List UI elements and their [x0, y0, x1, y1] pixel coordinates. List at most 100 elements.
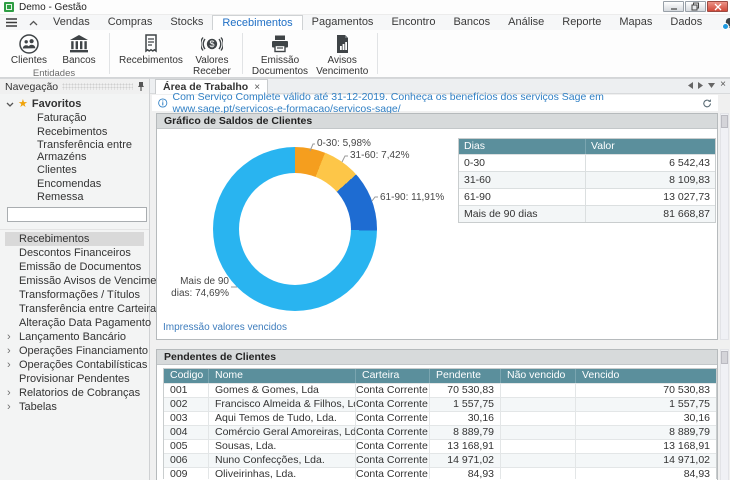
dias-table-header: Dias Valor: [459, 139, 715, 154]
tab-list-icon[interactable]: [708, 82, 716, 88]
menu-tab[interactable]: Análise: [508, 16, 545, 28]
pendentes-table: Codigo Nome Carteira Pendente Não vencid…: [163, 368, 717, 479]
favorite-item[interactable]: Remessa: [37, 191, 84, 203]
pin-icon[interactable]: [137, 81, 145, 92]
donut-chart: [213, 147, 377, 311]
sidebar-menu-item[interactable]: › Alteração Data Pagamento: [19, 317, 152, 329]
pendentes-panel-body: Codigo Nome Carteira Pendente Não vencid…: [157, 365, 717, 479]
valores-receber-button[interactable]: $ Valores Receber: [189, 32, 235, 78]
scroll-right-icon[interactable]: [698, 81, 704, 89]
col-carteira[interactable]: Carteira: [356, 369, 430, 383]
impressao-valores-vencidos-link[interactable]: Impressão valores vencidos: [163, 322, 287, 333]
menu-tab[interactable]: Bancos: [453, 16, 491, 28]
col-nome[interactable]: Nome: [209, 369, 356, 383]
expand-icon[interactable]: ›: [7, 345, 11, 357]
scroll-left-icon[interactable]: [688, 81, 694, 89]
pendentes-table-row[interactable]: 005 Sousas, Lda. Conta Corrente 13 168,9…: [164, 439, 716, 453]
expand-icon[interactable]: ›: [7, 359, 11, 371]
menu-tab[interactable]: Stocks: [170, 16, 204, 28]
chart-panel: Gráfico de Saldos de Clientes 0-30: 5,98…: [156, 113, 718, 340]
sidebar-title: Navegação: [5, 80, 59, 93]
work-area: Área de Trabalho × × Com Serviço Complet…: [150, 78, 730, 480]
close-tabs-icon[interactable]: ×: [720, 79, 726, 90]
sidebar-menu-item[interactable]: › Emissão Avisos de Vencimento: [19, 275, 172, 287]
restore-button[interactable]: [685, 1, 706, 12]
sidebar-menu-item[interactable]: › Provisionar Pendentes: [19, 373, 130, 385]
sidebar-menu-item[interactable]: › Lançamento Bancário: [7, 331, 127, 343]
bancos-button[interactable]: Bancos: [56, 32, 102, 67]
money-icon: $: [200, 37, 223, 51]
menu-tab[interactable]: Dados Pessoais: [670, 16, 715, 42]
sidebar-menu-item[interactable]: › Transformações / Títulos: [19, 289, 141, 301]
refresh-icon[interactable]: [702, 97, 712, 110]
pendentes-panel-title: Pendentes de Clientes: [157, 350, 717, 365]
dias-table-row: Mais de 90 dias 81 668,87: [459, 205, 715, 222]
scrollbar-thumb[interactable]: [721, 115, 728, 128]
search-input[interactable]: [7, 207, 147, 222]
ribbon-group-emissao: Emissão Documentos Avisos Vencimento Emi…: [244, 30, 376, 90]
collapse-ribbon-icon[interactable]: [23, 15, 44, 30]
hamburger-menu-icon[interactable]: [0, 15, 23, 30]
favorites-list: Faturação Recebimentos Transferência entre…: [0, 112, 149, 205]
expand-icon[interactable]: ›: [7, 387, 11, 399]
pendentes-panel-scrollbar[interactable]: [720, 349, 729, 480]
avisos-vencimento-button[interactable]: Avisos Vencimento: [314, 32, 370, 78]
close-button[interactable]: [707, 1, 728, 12]
col-codigo[interactable]: Codigo: [164, 369, 209, 383]
sidebar-menu-list: › Recebimentos › Descontos Financeiros ›…: [0, 229, 172, 414]
sidebar-menu-item[interactable]: › Descontos Financeiros: [19, 247, 131, 259]
sidebar-menu-item[interactable]: › Emissão de Documentos: [19, 261, 142, 273]
pendentes-table-row[interactable]: 006 Nuno Confecções, Lda. Conta Corrente…: [164, 453, 716, 467]
navigation-sidebar: Navegação ★ Favoritos Faturação Recebimen…: [0, 78, 172, 480]
col-pendente[interactable]: Pendente: [430, 369, 501, 383]
pendentes-panel: Pendentes de Clientes Codigo Nome Cartei…: [156, 349, 718, 480]
clientes-button[interactable]: Clientes: [6, 32, 52, 67]
menu-tab[interactable]: Reporte: [562, 16, 602, 28]
emissao-documentos-button[interactable]: Emissão Documentos: [250, 32, 310, 78]
ribbon: Clientes Bancos Entidades Recebimentos $…: [0, 30, 730, 90]
menu-tab[interactable]: Vendas: [53, 16, 90, 28]
menu-tab[interactable]: Recebimentos: [212, 15, 303, 30]
sidebar-menu-item[interactable]: › Recebimentos: [5, 232, 144, 246]
sidebar-menu-item[interactable]: › Operações Financiamento: [7, 345, 149, 357]
pendentes-table-row[interactable]: 009 Oliveirinhas, Lda. Conta Corrente 84…: [164, 467, 716, 479]
favorite-item[interactable]: Clientes: [37, 164, 77, 176]
pendentes-table-row[interactable]: 003 Aqui Temos de Tudo, Lda. Conta Corre…: [164, 411, 716, 425]
favorite-item[interactable]: Faturação: [37, 112, 87, 124]
favorite-item[interactable]: Encomendas: [37, 177, 102, 190]
sidebar-menu-item[interactable]: › Operações Contabilísticas: [7, 359, 148, 371]
pendentes-table-row[interactable]: 001 Gomes & Gomes, Lda Conta Corrente 70…: [164, 383, 716, 397]
menu-tab[interactable]: Pagamentos: [311, 16, 374, 28]
service-banner: Com Serviço Complete válido até 31-12-20…: [152, 91, 718, 115]
notifications-button[interactable]: 1: [722, 17, 730, 30]
ribbon-group-recebimentos: Recebimentos $ Valores Receber Recebimen…: [111, 30, 241, 90]
scrollbar-thumb[interactable]: [721, 351, 728, 364]
star-icon: ★: [18, 98, 28, 110]
col-nao-vencido[interactable]: Não vencido: [501, 369, 576, 383]
clients-icon: [19, 34, 39, 54]
sidebar-menu-item[interactable]: › Tabelas: [7, 401, 57, 413]
sidebar-menu-item[interactable]: › Relatorios de Cobranças: [7, 387, 141, 399]
bank-icon: [70, 35, 88, 53]
minimize-button[interactable]: [663, 1, 684, 12]
dias-table-row: 31-60 8 109,83: [459, 171, 715, 188]
expand-icon[interactable]: ›: [7, 331, 11, 343]
pendentes-table-row[interactable]: 002 Francisco Almeida & Filhos, Lda. Con…: [164, 397, 716, 411]
favorite-item[interactable]: Recebimentos: [37, 125, 108, 138]
recebimentos-button[interactable]: Recebimentos: [117, 32, 185, 67]
notification-badge: [722, 22, 730, 30]
sidebar-menu-item[interactable]: › Transferência entre Carteiras: [19, 303, 162, 315]
title-bar: Demo - Gestão: [0, 0, 730, 15]
favorites-header[interactable]: ★ Favoritos: [0, 94, 149, 112]
expand-icon[interactable]: ›: [7, 401, 11, 413]
tab-close-icon[interactable]: ×: [254, 81, 261, 93]
favorite-item[interactable]: Transferência entre Armazéns: [37, 139, 132, 163]
tab-area-de-trabalho[interactable]: Área de Trabalho ×: [155, 79, 269, 94]
col-vencido[interactable]: Vencido: [582, 369, 620, 381]
menu-tab[interactable]: Mapas: [619, 16, 653, 28]
menu-tab[interactable]: Encontro de Contas: [391, 16, 436, 56]
ribbon-separator: [241, 33, 243, 74]
chart-panel-scrollbar[interactable]: [720, 113, 729, 340]
menu-tab[interactable]: Compras: [107, 16, 153, 28]
pendentes-table-row[interactable]: 004 Comércio Geral Amoreiras, Lda. Conta…: [164, 425, 716, 439]
